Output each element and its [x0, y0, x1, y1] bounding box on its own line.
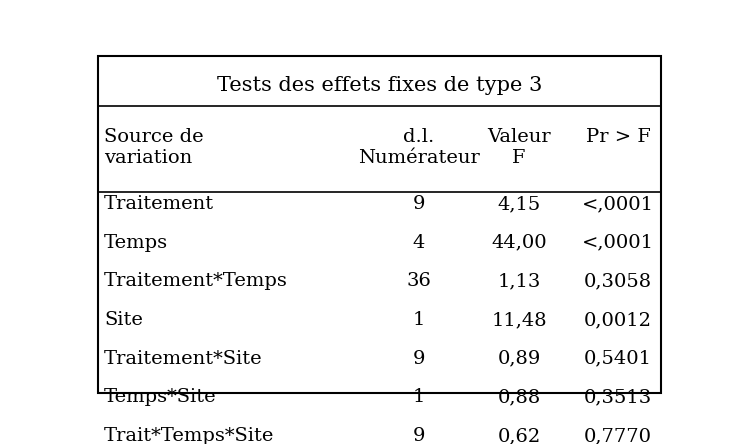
- Text: 0,62: 0,62: [497, 427, 541, 444]
- Text: 0,3058: 0,3058: [584, 273, 652, 290]
- Text: 44,00: 44,00: [491, 234, 547, 252]
- Text: Pr > F: Pr > F: [585, 128, 651, 147]
- Text: <,0001: <,0001: [582, 234, 654, 252]
- Text: 1,13: 1,13: [497, 273, 541, 290]
- Text: d.l.
Numérateur: d.l. Numérateur: [358, 128, 479, 167]
- Text: 1: 1: [412, 311, 425, 329]
- Text: 1: 1: [412, 388, 425, 406]
- Text: 0,5401: 0,5401: [584, 350, 652, 368]
- Text: Valeur
F: Valeur F: [488, 128, 551, 167]
- Text: Traitement*Site: Traitement*Site: [104, 350, 263, 368]
- Text: Temps: Temps: [104, 234, 168, 252]
- Text: 0,89: 0,89: [497, 350, 541, 368]
- Text: 0,0012: 0,0012: [584, 311, 652, 329]
- Text: Traitement*Temps: Traitement*Temps: [104, 273, 288, 290]
- Text: 0,3513: 0,3513: [584, 388, 652, 406]
- Text: 9: 9: [412, 350, 425, 368]
- Text: Site: Site: [104, 311, 143, 329]
- Text: <,0001: <,0001: [582, 195, 654, 213]
- Text: 11,48: 11,48: [491, 311, 547, 329]
- Text: 0,7770: 0,7770: [584, 427, 652, 444]
- Text: 4: 4: [412, 234, 425, 252]
- Text: 36: 36: [406, 273, 431, 290]
- Text: Temps*Site: Temps*Site: [104, 388, 216, 406]
- Text: 9: 9: [412, 427, 425, 444]
- Text: 0,88: 0,88: [497, 388, 541, 406]
- Text: 9: 9: [412, 195, 425, 213]
- Text: 4,15: 4,15: [497, 195, 541, 213]
- Text: Source de
variation: Source de variation: [104, 128, 204, 167]
- Text: Trait*Temps*Site: Trait*Temps*Site: [104, 427, 274, 444]
- Text: Traitement: Traitement: [104, 195, 214, 213]
- Text: Tests des effets fixes de type 3: Tests des effets fixes de type 3: [217, 75, 542, 95]
